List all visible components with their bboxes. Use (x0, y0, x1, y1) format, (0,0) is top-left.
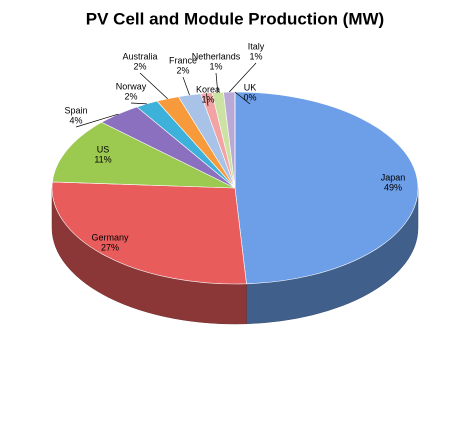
leader-line (139, 72, 168, 99)
leader-line (228, 62, 257, 93)
leader-line (234, 91, 251, 105)
slice (52, 121, 236, 189)
chart-title: PV Cell and Module Production (MW) (86, 9, 384, 28)
value-label: 1% (201, 94, 214, 104)
pie-tops (51, 91, 419, 285)
value-label: 4% (69, 115, 82, 125)
category-label: Spain (64, 105, 87, 115)
category-label: Norway (116, 81, 147, 91)
value-label: 0% (243, 92, 256, 102)
leader-line (182, 76, 190, 96)
value-label: 27% (101, 242, 119, 252)
value-label: 2% (176, 65, 189, 75)
slice (234, 91, 419, 285)
category-label: Australia (122, 51, 157, 61)
pie-labels: Japan49%Germany27%US11%Spain4%Norway2%Au… (64, 41, 405, 252)
category-label: Korea (196, 84, 220, 94)
category-label: Italy (248, 41, 265, 51)
value-label: 2% (133, 61, 146, 71)
leader-line (75, 113, 119, 128)
leader-line (130, 102, 147, 105)
category-label: Japan (381, 172, 406, 182)
leader-line (206, 93, 209, 107)
category-label: US (97, 144, 110, 154)
category-label: UK (244, 82, 257, 92)
slice (51, 181, 247, 285)
category-label: Netherlands (192, 51, 241, 61)
value-label: 2% (124, 91, 137, 101)
value-label: 49% (384, 182, 402, 192)
value-label: 1% (249, 51, 262, 61)
value-label: 1% (209, 61, 222, 71)
value-label: 11% (94, 154, 111, 164)
category-label: Germany (91, 232, 129, 242)
category-label: France (169, 55, 197, 65)
leader-line (215, 72, 219, 93)
